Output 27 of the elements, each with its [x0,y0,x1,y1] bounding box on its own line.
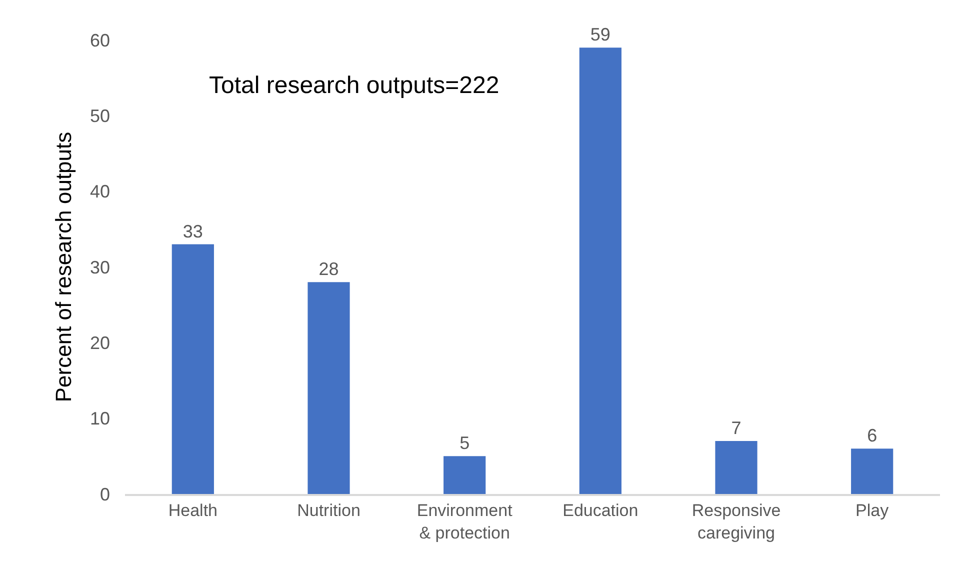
bar [715,441,758,494]
y-axis-title: Percent of research outputs [50,132,76,402]
annotation: Total research outputs=222 [209,72,500,99]
data-label: 33 [182,221,203,242]
y-tick-label: 0 [100,484,110,504]
y-tick-label: 20 [90,332,110,353]
y-tick-label: 40 [90,182,110,202]
x-tick-label: Nutrition [297,501,360,520]
x-tick-label: Responsive caregiving [692,501,781,542]
bar [308,282,350,494]
bar [851,448,894,494]
bar [172,244,214,494]
x-tick-label: Health [168,501,218,520]
y-tick-label: 30 [90,257,110,278]
data-label: 59 [590,24,610,45]
data-label: 7 [731,418,742,438]
y-tick-label: 60 [90,30,110,50]
x-tick-label: Education [562,501,638,520]
x-tick-label: Play [856,501,890,520]
y-tick-label: 50 [90,106,110,126]
x-tick-label: Environment & protection [416,501,513,542]
data-label: 5 [460,433,470,454]
bar [579,48,622,494]
bar [444,456,486,494]
data-label: 28 [318,259,339,280]
data-label: 6 [867,426,878,446]
y-tick-label: 10 [90,408,110,429]
